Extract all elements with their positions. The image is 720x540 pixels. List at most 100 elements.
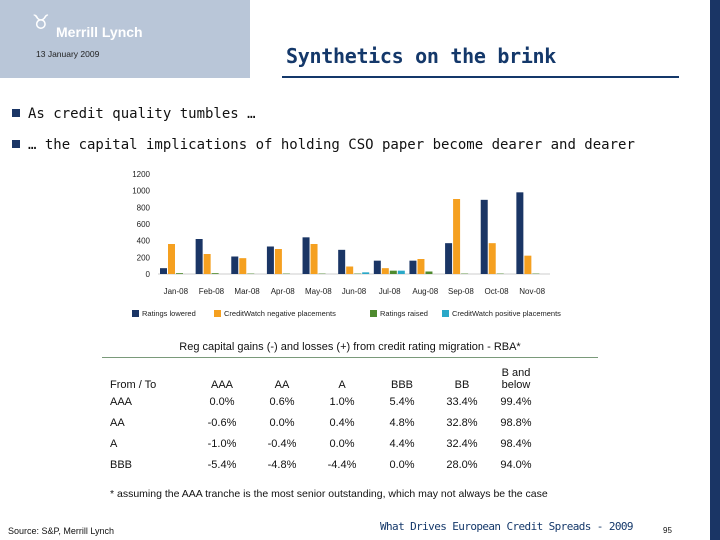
bar-creditwatch-negative-placements-jul-08 bbox=[381, 268, 389, 274]
table-cell: 4.8% bbox=[389, 416, 415, 429]
x-tick-label: Jul-08 bbox=[379, 287, 401, 296]
bullet-square-icon bbox=[12, 140, 20, 148]
bullet-2: … the capital implications of holding CS… bbox=[12, 137, 635, 153]
bar-ratings-lowered-jul-08 bbox=[373, 260, 381, 274]
table-cell: 0.0% bbox=[389, 458, 415, 471]
y-tick-label: 400 bbox=[137, 237, 151, 246]
header-aa: AA bbox=[274, 379, 290, 391]
table-cell: -1.0% bbox=[207, 437, 237, 450]
brand-name: Merrill Lynch bbox=[56, 24, 143, 40]
table-cell: 99.4% bbox=[500, 395, 532, 408]
bar-ratings-lowered-nov-08 bbox=[516, 192, 524, 274]
legend-label: CreditWatch positive placements bbox=[452, 309, 561, 318]
table-cell: -0.4% bbox=[267, 437, 297, 450]
legend-swatch bbox=[370, 310, 377, 317]
table-cell: -4.8% bbox=[267, 458, 297, 471]
footer-title: What Drives European Credit Spreads - 20… bbox=[380, 520, 634, 533]
y-tick-label: 0 bbox=[146, 270, 151, 279]
table-cell: -0.6% bbox=[207, 416, 237, 429]
table-divider bbox=[102, 357, 598, 358]
bar-creditwatch-positive-placements-jul-08 bbox=[397, 270, 405, 274]
x-tick-label: Feb-08 bbox=[199, 287, 225, 296]
footnote: * assuming the AAA tranche is the most s… bbox=[110, 488, 548, 500]
bar-ratings-lowered-oct-08 bbox=[480, 199, 488, 274]
table-header-row: From / To AAA AA A BBB BB B and below bbox=[110, 363, 540, 391]
x-tick-label: Mar-08 bbox=[234, 287, 260, 296]
brand-panel: ♉ Merrill Lynch 13 January 2009 bbox=[0, 0, 250, 78]
table-cell: 5.4% bbox=[389, 395, 415, 408]
y-tick-label: 200 bbox=[137, 253, 151, 262]
row-label: BBB bbox=[110, 458, 133, 471]
table-cell: 4.4% bbox=[389, 437, 415, 450]
title-divider bbox=[282, 76, 679, 78]
y-tick-label: 1000 bbox=[132, 187, 150, 196]
table-row: AAA 0.0% 0.6% 1.0% 5.4% 33.4% 99.4% bbox=[110, 391, 540, 412]
table-cell: 33.4% bbox=[446, 395, 478, 408]
legend-swatch bbox=[132, 310, 139, 317]
bar-ratings-lowered-feb-08 bbox=[195, 239, 203, 274]
table-cell: 0.0% bbox=[329, 437, 355, 450]
edge-strip bbox=[710, 0, 720, 540]
bar-ratings-raised-aug-08 bbox=[425, 271, 433, 274]
bull-logo-icon: ♉ bbox=[32, 10, 50, 34]
x-tick-label: Oct-08 bbox=[485, 287, 510, 296]
x-tick-label: Nov-08 bbox=[519, 287, 545, 296]
y-tick-label: 600 bbox=[137, 220, 151, 229]
bullet-2-text: … the capital implications of holding CS… bbox=[28, 137, 635, 153]
bar-ratings-lowered-sep-08 bbox=[445, 243, 453, 274]
bar-ratings-lowered-aug-08 bbox=[409, 260, 417, 274]
bar-creditwatch-negative-placements-mar-08 bbox=[239, 258, 247, 274]
legend-swatch bbox=[442, 310, 449, 317]
bullet-1: As credit quality tumbles … bbox=[12, 106, 256, 122]
bullet-square-icon bbox=[12, 109, 20, 117]
legend-swatch bbox=[214, 310, 221, 317]
table-cell: 0.0% bbox=[269, 416, 295, 429]
slide-title: Synthetics on the brink bbox=[286, 44, 557, 68]
table-cell: 28.0% bbox=[446, 458, 478, 471]
report-date: 13 January 2009 bbox=[36, 49, 100, 59]
y-tick-label: 800 bbox=[137, 203, 151, 212]
bar-ratings-lowered-apr-08 bbox=[266, 246, 274, 274]
x-tick-label: May-08 bbox=[305, 287, 332, 296]
header-from-to: From / To bbox=[110, 379, 157, 391]
bar-ratings-raised-jul-08 bbox=[389, 270, 397, 274]
bar-creditwatch-negative-placements-may-08 bbox=[310, 244, 318, 274]
bar-ratings-lowered-jun-08 bbox=[338, 249, 346, 274]
header-a: A bbox=[338, 379, 346, 391]
bar-creditwatch-positive-placements-jun-08 bbox=[362, 272, 370, 274]
bar-ratings-lowered-mar-08 bbox=[231, 256, 239, 274]
bar-ratings-raised-jan-08 bbox=[176, 273, 183, 274]
bar-creditwatch-negative-placements-aug-08 bbox=[417, 259, 425, 274]
table-cell: 94.0% bbox=[500, 458, 532, 471]
table-cell: 1.0% bbox=[329, 395, 355, 408]
bar-creditwatch-negative-placements-feb-08 bbox=[203, 254, 211, 274]
ratings-actions-chart: 0 200 400 600 800 1000 1200 Jan-08 Feb-08 Mar-08 A… bbox=[132, 170, 561, 318]
bar-creditwatch-negative-placements-jun-08 bbox=[346, 266, 354, 274]
table-title: Reg capital gains (-) and losses (+) fro… bbox=[179, 341, 521, 353]
row-label: AA bbox=[110, 416, 125, 429]
table-cell: -4.4% bbox=[327, 458, 357, 471]
x-tick-label: Jan-08 bbox=[164, 287, 189, 296]
header-aaa: AAA bbox=[210, 379, 233, 391]
bar-creditwatch-negative-placements-nov-08 bbox=[524, 255, 532, 274]
x-tick-label: Aug-08 bbox=[412, 287, 438, 296]
y-tick-label: 1200 bbox=[132, 170, 150, 179]
table-cell: 32.4% bbox=[446, 437, 478, 450]
header-bbb: BBB bbox=[390, 379, 413, 391]
table-cell: 32.8% bbox=[446, 416, 478, 429]
row-label: AAA bbox=[110, 395, 133, 408]
table-cell: 98.4% bbox=[500, 437, 532, 450]
bar-ratings-lowered-may-08 bbox=[302, 237, 310, 274]
table-row: A -1.0% -0.4% 0.0% 4.4% 32.4% 98.4% bbox=[110, 433, 540, 454]
row-label: A bbox=[110, 437, 118, 450]
header-bb: BB bbox=[454, 379, 470, 391]
table-row: AA -0.6% 0.0% 0.4% 4.8% 32.8% 98.8% bbox=[110, 412, 540, 433]
table-cell: 0.6% bbox=[269, 395, 295, 408]
x-tick-label: Apr-08 bbox=[271, 287, 296, 296]
capital-migration-table: From / To AAA AA A BBB BB B and below AA… bbox=[110, 363, 540, 475]
bar-creditwatch-negative-placements-oct-08 bbox=[488, 243, 496, 274]
table-cell: -5.4% bbox=[207, 458, 237, 471]
bar-creditwatch-negative-placements-jan-08 bbox=[168, 244, 175, 274]
x-tick-label: Jun-08 bbox=[342, 287, 367, 296]
table-cell: 98.8% bbox=[500, 416, 532, 429]
